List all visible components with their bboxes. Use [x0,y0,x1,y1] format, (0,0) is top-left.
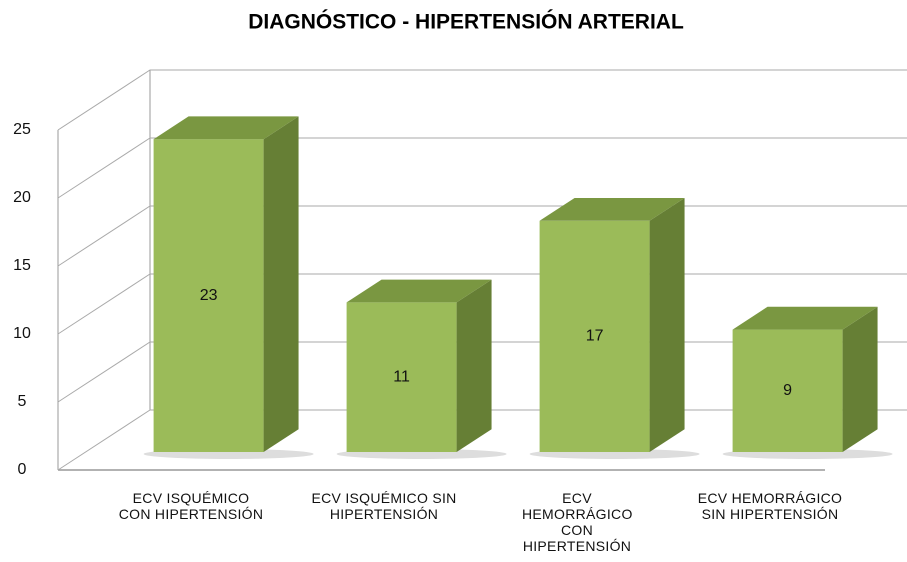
bar-top [539,198,685,221]
bar-top [153,116,299,140]
bar [539,220,650,452]
bar-side [263,116,299,453]
bar-top [346,279,492,303]
bar-top [732,306,878,330]
grid-line [57,69,907,131]
bar [346,302,457,452]
data-label: 9 [783,382,792,399]
grid-line [57,137,907,199]
data-label: 23 [200,287,218,304]
bar [153,139,264,452]
x-tick-label: ECV HEMORRÁGICO SIN HIPERTENSIÓN [697,490,843,522]
bar [732,329,843,452]
x-tick-label: ECV ISQUÉMICO SIN HIPERTENSIÓN [311,490,457,522]
y-tick-label: 10 [13,325,31,342]
bar-side [842,306,878,452]
y-tick-label: 0 [18,461,27,478]
bar-side [456,279,492,452]
y-tick-label: 5 [18,393,27,410]
bar-side [649,198,685,452]
y-tick-label: 25 [13,121,31,138]
y-tick-label: 20 [13,189,31,206]
y-tick-label: 15 [13,257,31,274]
x-tick-label: ECV ISQUÉMICO CON HIPERTENSIÓN [118,490,264,522]
data-label: 17 [586,328,604,345]
x-tick-label: ECV HEMORRÁGICO CON HIPERTENSIÓN [522,490,633,554]
data-label: 11 [393,368,410,385]
chart-title: DIAGNÓSTICO - HIPERTENSIÓN ARTERIAL [248,10,684,34]
